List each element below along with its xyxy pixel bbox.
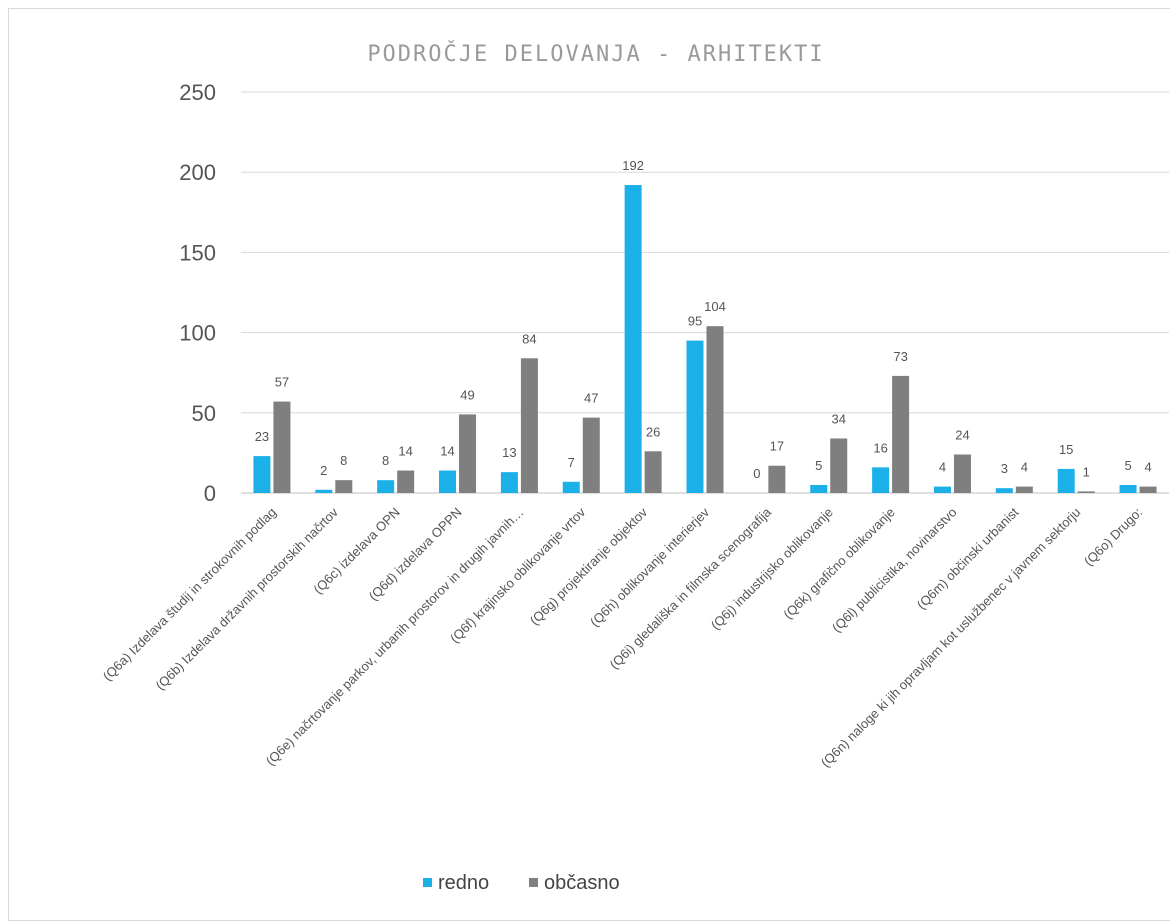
- legend-label-občasno: občasno: [544, 872, 620, 894]
- y-tick-label: 50: [192, 401, 216, 426]
- data-label: 1: [1083, 464, 1090, 479]
- legend-swatch-občasno: [529, 878, 538, 887]
- bar-občasno: [459, 414, 477, 493]
- data-label: 2: [320, 463, 327, 478]
- data-label: 5: [815, 458, 822, 473]
- bar-občasno: [273, 401, 291, 493]
- bar-redno: [562, 481, 580, 493]
- bar-redno: [872, 467, 890, 493]
- data-label: 4: [1144, 460, 1151, 475]
- bar-občasno: [1015, 486, 1033, 493]
- data-label: 49: [460, 387, 474, 402]
- legend: redno občasno: [423, 872, 620, 894]
- bar-občasno: [397, 470, 415, 493]
- y-tick-label: 200: [179, 160, 216, 185]
- bar-občasno: [644, 451, 662, 493]
- data-label: 15: [1059, 442, 1073, 457]
- x-tick-label: (Q6j) industrijsko oblikovanje: [708, 505, 836, 633]
- bar-redno: [1119, 484, 1137, 493]
- data-label: 7: [568, 455, 575, 470]
- bar-občasno: [830, 438, 848, 493]
- bar-občasno: [1139, 486, 1157, 493]
- x-tick-label: (Q6k) grafično oblikovanje: [780, 505, 897, 622]
- bar-občasno: [520, 358, 538, 493]
- y-tick-label: 0: [204, 481, 216, 506]
- data-label: 8: [340, 453, 347, 468]
- chart-frame: PODROČJE DELOVANJA - ARHITEKTI 0 50 100 150…: [8, 8, 1170, 921]
- data-label: 84: [522, 331, 536, 346]
- x-tick-label: (Q6g) projektiranje objektov: [527, 504, 651, 628]
- bar-redno: [253, 456, 271, 493]
- gridlines: [241, 91, 1169, 494]
- x-axis-labels: (Q6a) Izdelava študij in strokovnih podl…: [100, 504, 1145, 770]
- data-label: 14: [398, 444, 412, 459]
- bar-redno: [1057, 468, 1075, 493]
- x-tick-label: (Q6l) publicistika, novinarstvo: [829, 505, 960, 636]
- data-label: 34: [831, 411, 845, 426]
- data-label: 16: [873, 440, 887, 455]
- bar-redno: [439, 470, 457, 493]
- bar-občasno: [582, 417, 600, 493]
- chart-title: PODROČJE DELOVANJA - ARHITEKTI: [367, 41, 824, 67]
- data-label: 24: [955, 428, 969, 443]
- bar-občasno: [706, 326, 724, 493]
- data-label: 4: [939, 460, 946, 475]
- bar-občasno: [892, 375, 910, 493]
- legend-label-redno: redno: [438, 872, 489, 894]
- data-label: 5: [1124, 458, 1131, 473]
- legend-swatch-redno: [423, 878, 432, 887]
- x-tick-label: (Q6h) oblikovanje interierjev: [587, 504, 712, 629]
- bar-občasno: [768, 465, 786, 493]
- y-axis-ticks: 0 50 100 150 200 250: [179, 80, 216, 506]
- data-label: 3: [1001, 461, 1008, 476]
- data-label: 4: [1021, 460, 1028, 475]
- bar-redno: [810, 484, 828, 493]
- data-label: 104: [704, 299, 726, 314]
- data-label: 73: [893, 349, 907, 364]
- data-label: 47: [584, 391, 598, 406]
- data-label: 8: [382, 453, 389, 468]
- bar-redno: [933, 486, 951, 493]
- bar-redno: [500, 472, 518, 493]
- y-tick-label: 150: [179, 240, 216, 265]
- bar-chart: PODROČJE DELOVANJA - ARHITEKTI 050100150…: [100, 41, 1169, 894]
- bar-redno: [315, 489, 333, 493]
- x-tick-label: (Q6f) krajinsko oblikovanje vrtov: [447, 504, 589, 646]
- data-label: 14: [440, 444, 454, 459]
- y-tick-label: 100: [179, 321, 216, 346]
- bar-redno: [686, 340, 704, 493]
- bar-redno: [624, 185, 642, 494]
- data-label: 13: [502, 445, 516, 460]
- data-label: 26: [646, 424, 660, 439]
- data-label: 192: [622, 158, 644, 173]
- bar-občasno: [335, 480, 353, 493]
- y-tick-label: 250: [179, 80, 216, 105]
- bar-redno: [377, 480, 395, 493]
- bars: [253, 185, 1157, 494]
- data-label: 57: [275, 375, 289, 390]
- bar-redno: [995, 488, 1013, 493]
- x-tick-label: (Q6m) občinski urbanist: [914, 504, 1022, 612]
- data-label: 95: [688, 314, 702, 329]
- data-label: 23: [255, 429, 269, 444]
- bar-občasno: [1077, 491, 1095, 493]
- x-tick-label: (Q6o) Drugo:: [1081, 505, 1145, 569]
- data-label: 0: [753, 466, 760, 481]
- bar-občasno: [953, 454, 971, 493]
- data-label: 17: [770, 439, 784, 454]
